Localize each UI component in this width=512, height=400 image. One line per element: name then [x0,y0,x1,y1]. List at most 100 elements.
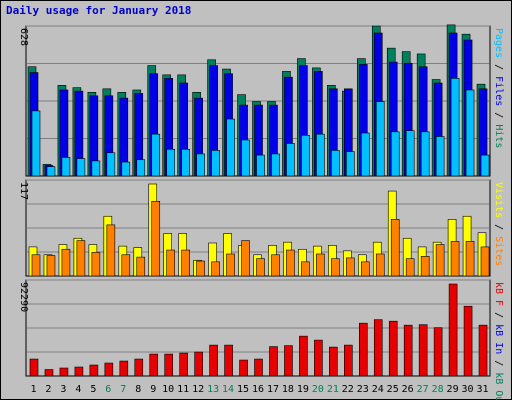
sites-bar-day-6 [106,224,116,277]
hits-panel-legend-part-1: / [493,58,504,76]
sites-bar-day-11 [181,249,190,277]
sites-bar-day-17 [271,254,280,277]
sites-bar-day-7 [121,254,131,277]
x-tick-label-day-13: 13 [207,384,219,395]
hits-panel-legend-part-0: Pages [493,28,504,58]
kbytes-bar-day-18 [284,345,293,377]
hits-panel-legend-part-2: Files [493,76,504,106]
kbytes-panel-legend-part-3: / [493,354,504,372]
pages-bar-day-8 [136,159,146,177]
kbytes-bar-day-6 [104,362,114,377]
pages-bar-day-15 [241,139,250,177]
x-tick-label-day-25: 25 [387,384,399,395]
x-tick-label-day-12: 12 [192,384,204,395]
x-tick-label-day-7: 7 [120,384,126,395]
pages-bar-day-30 [465,89,475,177]
x-tick-label-day-8: 8 [135,384,141,395]
sites-bar-day-30 [465,241,475,277]
pages-bar-day-10 [166,148,176,177]
sites-bar-day-2 [46,255,56,277]
sites-bar-day-14 [226,253,235,277]
kbytes-bar-day-11 [179,352,188,377]
kbytes-bar-day-4 [74,366,84,377]
kbytes-bar-day-24 [373,319,383,377]
pages-bar-day-18 [286,143,295,177]
x-tick-label-day-4: 4 [75,384,81,395]
sites-bar-day-23 [360,261,370,277]
pages-bar-day-20 [316,133,325,177]
hits-panel-legend: Pages / Files / Hits [493,28,504,148]
sites-bar-day-24 [375,253,385,277]
x-tick-label-day-6: 6 [105,384,111,395]
sites-bar-day-19 [301,261,310,277]
kbytes-bar-day-22 [344,344,353,377]
kbytes-bar-day-14 [224,344,233,377]
sites-bar-day-21 [331,258,340,277]
x-tick-label-day-9: 9 [150,384,156,395]
x-tick-label-day-1: 1 [30,384,36,395]
kbytes-bar-day-31 [478,324,488,377]
kbytes-panel-max-label: 92290 [18,282,29,312]
kbytes-panel-legend-part-4: kB Out [493,372,504,400]
sites-bar-day-18 [286,249,295,277]
sites-bar-day-4 [76,240,86,277]
kbytes-bar-day-28 [433,327,443,377]
kbytes-panel-legend: kB F / kB In / kB Out [493,282,504,400]
pages-bar-day-3 [61,157,71,177]
pages-bar-day-21 [331,150,340,177]
pages-bar-day-4 [76,158,86,177]
kbytes-panel-legend-part-1: / [493,306,504,324]
pages-bar-day-5 [91,160,101,177]
x-tick-label-day-29: 29 [447,384,459,395]
sites-bar-day-15 [241,240,250,277]
pages-bar-day-26 [405,130,415,177]
pages-bar-day-11 [181,148,190,177]
x-tick-label-day-24: 24 [372,384,384,395]
pages-bar-day-6 [106,152,116,177]
pages-bar-day-14 [226,118,235,177]
pages-bar-day-28 [435,136,445,177]
kbytes-bar-day-15 [239,359,248,377]
x-tick-label-day-10: 10 [162,384,174,395]
pages-bar-day-22 [346,151,355,177]
sites-bar-day-5 [91,252,101,277]
x-tick-label-day-21: 21 [327,384,339,395]
x-tick-label-day-2: 2 [45,384,51,395]
kbytes-bar-day-2 [44,369,54,377]
visits-panel-legend: Visits / Sites [493,182,504,266]
kbytes-bar-day-13 [209,344,218,377]
pages-bar-day-9 [151,133,161,177]
kbytes-bar-day-21 [329,346,338,377]
kbytes-bar-day-12 [194,351,203,377]
sites-bar-day-28 [435,244,445,277]
x-tick-label-day-20: 20 [312,384,324,395]
sites-bar-day-22 [346,257,355,277]
hits-panel-legend-part-3: / [493,106,504,124]
hits-panel-legend-part-4: Hits [493,124,504,148]
x-tick-label-day-28: 28 [432,384,444,395]
pages-bar-day-24 [375,101,385,177]
sites-bar-day-31 [480,246,490,277]
pages-bar-day-7 [121,161,131,177]
x-tick-label-day-27: 27 [417,384,429,395]
sites-bar-day-8 [136,256,146,277]
sites-bar-day-10 [166,249,176,277]
pages-bar-day-2 [46,166,56,177]
x-tick-label-day-30: 30 [462,384,474,395]
kbytes-bar-day-5 [89,364,99,377]
x-tick-label-day-14: 14 [222,384,234,395]
kbytes-bar-day-9 [149,353,159,377]
kbytes-bar-day-30 [463,305,473,377]
kbytes-bar-day-10 [164,353,174,377]
sites-bar-day-12 [196,260,205,277]
x-tick-label-day-16: 16 [252,384,264,395]
pages-bar-day-19 [301,135,310,177]
sites-bar-day-9 [151,200,161,277]
chart-title: Daily usage for January 2018 [6,4,192,17]
visits-panel-max-label: 117 [18,182,29,200]
pages-bar-day-27 [420,131,430,177]
sites-bar-day-26 [405,258,415,277]
kbytes-bar-day-1 [29,358,39,377]
pages-bar-day-1 [31,110,41,177]
